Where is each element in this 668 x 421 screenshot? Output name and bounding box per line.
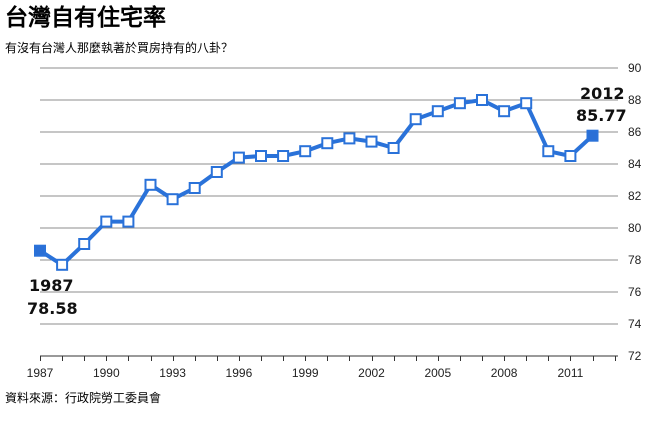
x-tick-label: 1987 — [27, 366, 54, 380]
data-point — [144, 178, 157, 191]
data-point — [122, 215, 135, 228]
start-year-label: 1987 — [29, 276, 74, 295]
y-tick-label: 80 — [628, 221, 642, 235]
data-point — [321, 137, 334, 150]
data-point — [431, 105, 444, 118]
x-tick-label: 1993 — [159, 366, 186, 380]
data-point — [343, 132, 356, 145]
data-point — [255, 150, 267, 162]
data-point — [387, 142, 400, 154]
x-tick-label: 2008 — [491, 366, 518, 380]
data-point — [476, 94, 488, 106]
data-point — [100, 215, 113, 228]
data-point — [188, 182, 201, 194]
data-point — [498, 105, 511, 118]
y-tick-label: 86 — [628, 125, 642, 139]
data-point — [56, 258, 69, 271]
x-tick-label: 2002 — [358, 366, 385, 380]
data-point — [78, 238, 91, 250]
chart-subtitle: 有沒有台灣人那麼執著於買房持有的八卦？ — [5, 41, 234, 55]
start-value-label: 78.58 — [27, 299, 78, 318]
y-tick-label: 88 — [628, 93, 642, 107]
data-point — [409, 113, 422, 126]
end-value-label: 85.77 — [576, 106, 627, 125]
series-line — [38, 98, 595, 267]
x-tick-label: 2005 — [424, 366, 451, 380]
chart-title: 台灣自有住宅率 — [5, 5, 166, 31]
data-point — [166, 193, 179, 206]
y-tick-label: 74 — [628, 317, 642, 331]
y-tick-label: 72 — [628, 349, 642, 363]
y-tick-label: 82 — [628, 189, 642, 203]
data-source-note: 資料來源：行政院勞工委員會 — [5, 391, 162, 405]
y-tick-label: 76 — [628, 285, 642, 299]
data-point — [210, 166, 223, 178]
data-point — [365, 135, 378, 148]
end-year-label: 2012 — [580, 84, 625, 103]
data-point — [232, 151, 245, 164]
x-axis: 1987 1990 1993 1996 1999 2002 2005 2008 2011 — [27, 355, 618, 380]
highlight-data-point — [34, 244, 46, 257]
data-point — [564, 150, 577, 162]
data-point — [299, 145, 312, 158]
x-tick-label: 2011 — [557, 366, 583, 380]
y-tick-label: 90 — [628, 61, 642, 75]
data-point — [453, 97, 466, 110]
x-tick-label: 1990 — [93, 366, 120, 380]
annotations: 1987 78.58 2012 85.77 — [27, 84, 627, 318]
x-tick-label: 1999 — [292, 366, 319, 380]
data-point — [520, 97, 533, 110]
y-tick-label: 78 — [628, 253, 642, 267]
data-point — [277, 150, 290, 162]
x-tick-label: 1996 — [226, 366, 253, 380]
y-tick-label: 84 — [628, 157, 642, 171]
data-points — [34, 94, 599, 271]
series-line-group — [38, 98, 595, 267]
highlight-data-point — [586, 129, 599, 142]
y-axis-labels: 72 74 76 78 80 82 84 86 88 90 — [628, 61, 642, 363]
data-point — [542, 145, 555, 158]
